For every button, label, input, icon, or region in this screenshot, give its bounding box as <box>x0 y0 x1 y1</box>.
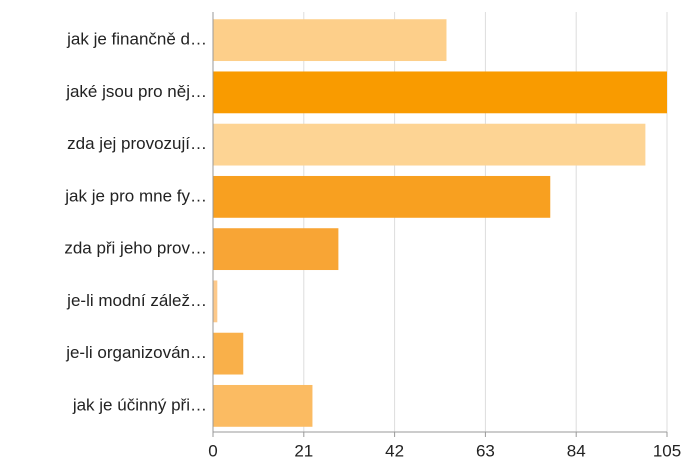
y-tick-label: zda jej provozují… <box>67 134 207 153</box>
y-tick-label: zda při jeho prov… <box>64 239 207 258</box>
bar <box>213 228 339 271</box>
y-tick-label: jaké jsou pro něj… <box>65 82 207 101</box>
x-tick-label: 42 <box>385 441 404 460</box>
bar <box>213 384 313 427</box>
x-tick-label: 105 <box>653 441 681 460</box>
bar <box>213 280 218 323</box>
y-tick-label: je-li organizován… <box>65 343 207 362</box>
y-tick-label: jak je účinný při… <box>72 395 207 414</box>
x-tick-label: 63 <box>476 441 495 460</box>
x-tick-label: 84 <box>567 441 586 460</box>
x-tick-label: 0 <box>208 441 217 460</box>
bar <box>213 175 551 218</box>
y-tick-label: je-li modní zálež… <box>66 291 207 310</box>
bar <box>213 71 667 114</box>
bar <box>213 19 447 62</box>
y-tick-label: jak je finančně d… <box>66 30 207 49</box>
bar <box>213 123 646 166</box>
x-tick-label: 21 <box>294 441 313 460</box>
y-tick-label: jak je pro mne fy… <box>64 186 207 205</box>
bar <box>213 332 244 375</box>
